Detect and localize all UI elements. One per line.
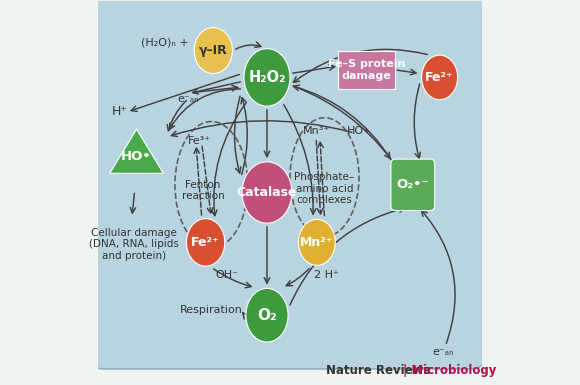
Text: Fe³⁺: Fe³⁺ [188, 136, 212, 146]
Text: HO•: HO• [121, 149, 152, 162]
Text: Fe–S protein
damage: Fe–S protein damage [328, 59, 405, 80]
FancyBboxPatch shape [391, 159, 434, 211]
Ellipse shape [194, 28, 233, 74]
Text: O₂•⁻: O₂•⁻ [397, 178, 429, 191]
Ellipse shape [244, 49, 290, 106]
Ellipse shape [242, 162, 292, 223]
Text: O₂: O₂ [257, 308, 277, 323]
Text: H⁺: H⁺ [111, 105, 127, 119]
Text: Fe²⁺: Fe²⁺ [191, 236, 220, 249]
Text: Respiration: Respiration [180, 305, 243, 315]
Ellipse shape [422, 55, 458, 100]
Text: γ–IR: γ–IR [199, 44, 228, 57]
Polygon shape [110, 129, 164, 173]
Text: Cellular damage
(DNA, RNA, lipids
and protein): Cellular damage (DNA, RNA, lipids and pr… [89, 228, 179, 261]
Text: e⁻ₐₙ: e⁻ₐₙ [177, 94, 199, 104]
Text: Nature Reviews: Nature Reviews [327, 364, 431, 377]
Text: 2 H⁺: 2 H⁺ [314, 270, 339, 280]
Text: HO•: HO• [347, 126, 371, 136]
Text: Fenton
reaction: Fenton reaction [182, 180, 224, 201]
Ellipse shape [299, 219, 335, 265]
Text: Phosphate–
amino acid
complexes: Phosphate– amino acid complexes [295, 172, 354, 205]
Text: Catalase: Catalase [237, 186, 297, 199]
Ellipse shape [186, 219, 225, 266]
FancyBboxPatch shape [338, 50, 396, 89]
FancyBboxPatch shape [89, 0, 485, 369]
Text: H₂O₂: H₂O₂ [248, 70, 286, 85]
Text: OH⁻: OH⁻ [215, 270, 238, 280]
Text: Mn²⁺: Mn²⁺ [300, 236, 333, 249]
Text: e⁻ₐₙ: e⁻ₐₙ [433, 347, 454, 357]
Text: Mn³⁺: Mn³⁺ [303, 126, 331, 136]
Text: | Microbiology: | Microbiology [403, 364, 496, 377]
Text: (H₂O)ₙ +: (H₂O)ₙ + [142, 38, 189, 48]
Ellipse shape [246, 288, 288, 342]
Text: Fe²⁺: Fe²⁺ [425, 71, 454, 84]
